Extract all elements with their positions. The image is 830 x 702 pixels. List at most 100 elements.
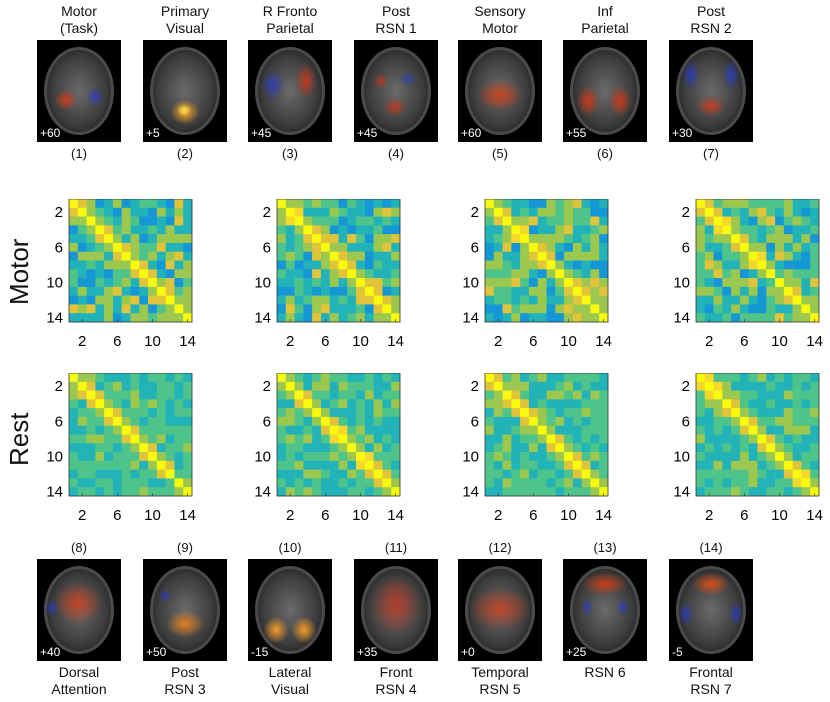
matrix-cell xyxy=(731,434,741,444)
matrix-cell xyxy=(511,278,521,288)
matrix-cell xyxy=(86,469,96,479)
matrix-cell xyxy=(713,269,723,279)
matrix-cell xyxy=(174,460,184,470)
matrix-cell xyxy=(493,234,503,244)
matrix-cell xyxy=(347,260,357,270)
matrix-cell xyxy=(502,278,512,288)
matrix-cell xyxy=(801,199,811,209)
matrix-cell xyxy=(338,460,348,470)
activation-blob xyxy=(683,60,699,90)
matrix-cell xyxy=(792,242,802,253)
matrix-cell xyxy=(112,381,123,391)
y-tick-label: 14 xyxy=(46,484,63,501)
matrix-cell xyxy=(502,460,512,470)
matrix-cell xyxy=(320,278,331,288)
matrix-cell xyxy=(722,434,732,444)
brain-slice xyxy=(361,47,431,135)
matrix-cell xyxy=(121,207,131,217)
matrix-cell xyxy=(739,373,750,383)
matrix-cell xyxy=(121,452,131,462)
matrix-cell xyxy=(320,487,331,497)
matrix-cell xyxy=(546,251,556,261)
matrix-cell xyxy=(312,373,322,383)
matrix-cell xyxy=(511,390,521,400)
matrix-cell xyxy=(748,269,758,279)
matrix-cell xyxy=(95,478,105,488)
matrix-cell xyxy=(294,434,304,444)
matrix-cell xyxy=(312,234,322,244)
y-tick-label: 6 xyxy=(682,413,690,430)
matrix-cell xyxy=(722,381,732,391)
matrix-cell xyxy=(502,234,512,244)
matrix-cell xyxy=(364,251,374,261)
matrix-cell xyxy=(528,207,539,217)
matrix-cell xyxy=(382,242,392,253)
matrix-cell xyxy=(599,216,609,226)
matrix-cell xyxy=(801,478,811,488)
matrix-cell xyxy=(104,460,114,470)
matrix-cell xyxy=(739,460,750,470)
matrix-cell xyxy=(77,269,87,279)
matrix-cell xyxy=(121,373,131,383)
matrix-cell xyxy=(493,460,503,470)
matrix-cell xyxy=(320,251,331,261)
matrix-cell xyxy=(312,416,322,427)
matrix-cell xyxy=(520,381,530,391)
matrix-cell xyxy=(783,478,793,488)
matrix-cell xyxy=(783,207,793,217)
slice-number: +60 xyxy=(461,126,482,140)
matrix-cell xyxy=(599,460,609,470)
matrix-cell xyxy=(165,295,175,305)
matrix-cell xyxy=(537,278,547,288)
matrix-cell xyxy=(731,207,741,217)
matrix-cell xyxy=(810,225,820,235)
matrix-cell xyxy=(766,225,776,235)
matrix-cell xyxy=(485,225,495,235)
slice-number: +25 xyxy=(566,645,587,659)
matrix-cell xyxy=(294,286,304,296)
matrix-cell xyxy=(364,443,374,453)
matrix-cell xyxy=(312,434,322,444)
top-network-label: Post RSN 1 xyxy=(375,3,417,36)
matrix-cell xyxy=(520,260,530,270)
matrix-cell xyxy=(364,269,374,279)
matrix-cell xyxy=(722,225,732,235)
matrix-cell xyxy=(156,242,166,253)
matrix-cell xyxy=(285,313,295,323)
matrix-cell xyxy=(537,225,547,235)
matrix-cell xyxy=(382,416,392,427)
matrix-cell xyxy=(713,199,723,209)
matrix-cell xyxy=(783,460,793,470)
matrix-cell xyxy=(731,234,741,244)
bottom-network-number: (11) xyxy=(384,540,408,555)
matrix-cell xyxy=(139,286,149,296)
matrix-cell xyxy=(590,416,600,427)
matrix-cell xyxy=(581,207,591,217)
matrix-cell xyxy=(801,416,811,427)
matrix-cell xyxy=(347,434,357,444)
matrix-cell xyxy=(294,390,304,400)
matrix-cell xyxy=(391,295,401,305)
matrix-cell xyxy=(783,408,793,418)
matrix-cell xyxy=(347,469,357,479)
matrix-cell xyxy=(86,381,96,391)
matrix-cell xyxy=(599,390,609,400)
matrix-cell xyxy=(69,295,79,305)
matrix-cell xyxy=(783,251,793,261)
matrix-cell xyxy=(731,487,741,497)
matrix-cell xyxy=(520,399,530,409)
matrix-cell xyxy=(581,251,591,261)
matrix-cell xyxy=(156,269,166,279)
matrix-cell xyxy=(277,487,287,497)
matrix-cell xyxy=(783,313,793,323)
matrix-cell xyxy=(121,304,131,314)
matrix-cell xyxy=(775,242,785,253)
activation-blob xyxy=(296,64,316,98)
matrix-cell xyxy=(528,269,539,279)
matrix-cell xyxy=(95,286,105,296)
matrix-cell xyxy=(312,399,322,409)
matrix-cell xyxy=(130,373,140,383)
matrix-cell xyxy=(766,487,776,497)
matrix-cell xyxy=(347,234,357,244)
top-network-number: (2) xyxy=(177,146,193,161)
